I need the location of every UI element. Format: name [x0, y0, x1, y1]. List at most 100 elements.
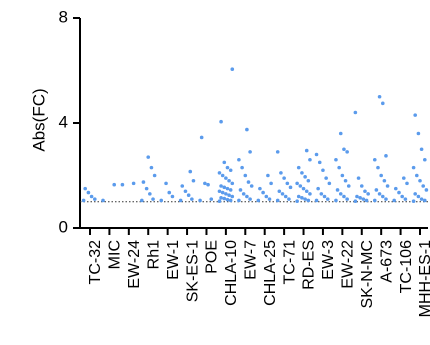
- data-point: [361, 197, 366, 201]
- data-point: [296, 165, 301, 170]
- data-point: [366, 192, 370, 196]
- data-point: [249, 184, 254, 188]
- data-point: [295, 199, 299, 204]
- data-point: [146, 155, 151, 159]
- data-point: [304, 189, 309, 194]
- data-point: [151, 197, 155, 201]
- data-point: [359, 184, 364, 188]
- x-tick-label: TC-71: [281, 240, 298, 285]
- data-point: [264, 194, 269, 199]
- data-point: [93, 197, 97, 201]
- data-point: [86, 190, 91, 195]
- data-point: [316, 186, 320, 191]
- data-point: [240, 165, 244, 170]
- data-point: [340, 173, 345, 178]
- x-tick-label: TC-106: [398, 240, 415, 293]
- data-point: [131, 181, 136, 186]
- data-point: [335, 188, 340, 192]
- data-point: [403, 197, 408, 201]
- data-point: [285, 181, 290, 186]
- data-point: [224, 192, 228, 196]
- data-point: [356, 176, 361, 180]
- x-tick-label: MHH-ES-1: [417, 240, 430, 317]
- data-point: [220, 173, 225, 178]
- data-point: [141, 180, 146, 184]
- data-point: [237, 198, 241, 203]
- x-tick-label: A-673: [378, 240, 395, 283]
- data-point: [209, 197, 214, 201]
- data-point: [120, 182, 125, 187]
- x-tick-label: Rh1: [145, 240, 162, 269]
- data-point: [319, 192, 324, 196]
- data-point: [304, 148, 309, 153]
- data-point: [258, 186, 262, 191]
- data-point: [248, 150, 252, 154]
- x-tick-label: TC-32: [87, 240, 104, 285]
- data-point: [374, 188, 379, 192]
- data-point: [83, 186, 87, 191]
- x-tick-label: RD-ES: [301, 240, 318, 290]
- data-point: [424, 188, 429, 192]
- data-point: [384, 197, 388, 201]
- data-point: [317, 160, 322, 165]
- data-point: [296, 194, 301, 199]
- data-point: [376, 165, 380, 170]
- data-points: [81, 67, 429, 204]
- data-point: [167, 190, 172, 195]
- data-point: [222, 196, 227, 201]
- data-point: [227, 178, 231, 183]
- data-point: [183, 189, 188, 194]
- data-point: [203, 181, 207, 186]
- x-tick-label: CHLA-25: [262, 240, 279, 306]
- data-point: [363, 189, 367, 194]
- data-point: [327, 181, 332, 186]
- data-point: [421, 184, 426, 188]
- data-point: [392, 198, 396, 203]
- data-point: [219, 184, 223, 188]
- y-axis-title: Abs(FC): [29, 88, 48, 151]
- data-point: [325, 197, 330, 201]
- data-point: [170, 194, 175, 199]
- x-tick-label: EW-7: [243, 240, 260, 280]
- data-point: [416, 194, 421, 199]
- data-point: [419, 197, 424, 201]
- data-point: [222, 160, 227, 165]
- data-point: [380, 101, 385, 106]
- data-point: [164, 181, 168, 186]
- data-point: [275, 198, 280, 203]
- data-point: [217, 189, 222, 194]
- data-point: [321, 168, 325, 173]
- data-point: [303, 175, 307, 179]
- data-point: [306, 178, 311, 183]
- x-tick-label: EW-1: [165, 240, 182, 280]
- data-point: [334, 157, 338, 162]
- data-point: [303, 197, 307, 201]
- data-point: [277, 189, 282, 194]
- data-point: [411, 165, 416, 170]
- data-point: [346, 184, 351, 188]
- data-point: [217, 199, 222, 204]
- x-tick-label: SK-N-MC: [359, 240, 376, 308]
- data-point: [225, 186, 230, 191]
- data-point: [314, 198, 319, 203]
- data-point: [287, 197, 291, 201]
- data-point: [227, 193, 231, 197]
- data-point: [245, 127, 249, 132]
- data-point: [178, 198, 183, 203]
- x-tick-label: SK-ES-1: [184, 240, 201, 302]
- data-point: [186, 193, 191, 197]
- data-point: [337, 165, 341, 170]
- data-point: [228, 198, 233, 203]
- data-point: [380, 194, 385, 199]
- x-tick-label: EW-24: [126, 240, 143, 289]
- data-point: [198, 198, 202, 203]
- data-point: [230, 181, 235, 186]
- data-point: [353, 110, 358, 115]
- data-point: [238, 188, 243, 192]
- data-point: [280, 192, 285, 196]
- data-point: [267, 197, 272, 201]
- data-point: [190, 197, 194, 201]
- data-point: [382, 178, 387, 183]
- data-point: [300, 171, 304, 175]
